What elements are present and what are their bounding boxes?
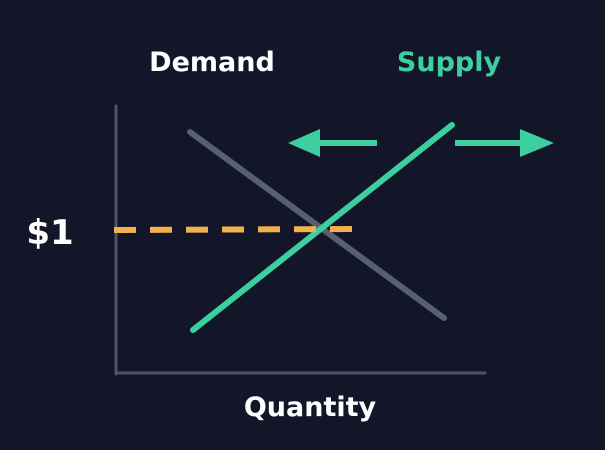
arrow-right-icon	[455, 129, 554, 157]
x-axis-label: Quantity	[244, 392, 377, 423]
price-level-line	[113, 226, 353, 233]
demand-label: Demand	[149, 47, 275, 78]
demand-curve	[187, 129, 447, 321]
supply-label: Supply	[397, 47, 502, 78]
arrow-left-icon	[288, 129, 377, 157]
price-label: $1	[26, 213, 73, 253]
supply-curve	[190, 122, 455, 333]
